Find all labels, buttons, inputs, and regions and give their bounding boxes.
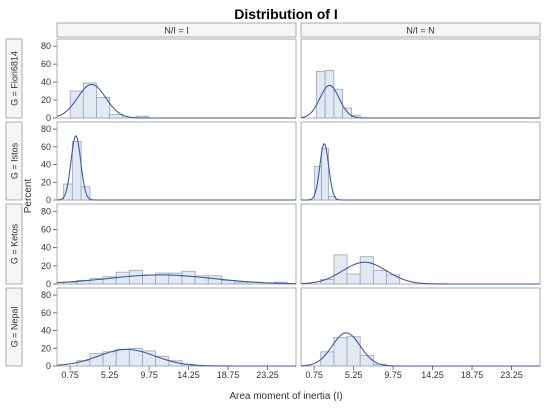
y-tick-label: 0 (46, 113, 51, 123)
panels-layer: N/I = I N/I = N G = Fiori6814 G = Istos G = … (5, 22, 541, 380)
y-tick-label: 20 (41, 177, 51, 187)
y-tick-label: 60 (41, 224, 51, 234)
row-strip-label: G = Nepal (10, 307, 20, 348)
histogram-bar (359, 256, 374, 285)
y-tick-label: 60 (41, 142, 51, 152)
x-tick-label: 9.75 (384, 370, 402, 380)
histogram-bar (321, 148, 330, 201)
panel-frame (56, 287, 297, 367)
panel (300, 121, 541, 201)
row-strip (5, 38, 23, 119)
y-tick-label: 80 (41, 41, 51, 51)
x-tick-label: 9.75 (140, 370, 158, 380)
histogram-bar (142, 350, 157, 367)
column-strip-label: N/I = N (406, 26, 434, 36)
density-curve (301, 143, 540, 201)
histogram-bar (342, 107, 352, 119)
histogram-bar (333, 337, 348, 367)
histogram-bar (115, 348, 130, 367)
histogram-bar (109, 114, 124, 119)
y-tick-label: 60 (41, 308, 51, 318)
density-curve (56, 134, 296, 201)
density-curve (300, 261, 540, 285)
histogram-bar (115, 271, 130, 285)
histogram-bar (181, 270, 196, 285)
panel (300, 287, 541, 367)
y-tick-label: 20 (41, 343, 51, 353)
panel-frame (300, 121, 541, 201)
panel (56, 38, 297, 119)
y-tick-label: 0 (46, 279, 51, 289)
column-strip-label: N/I = I (164, 26, 188, 36)
x-tick-label: 14.25 (177, 370, 200, 380)
x-tick-label: 5.25 (345, 370, 363, 380)
histogram-bar (346, 336, 361, 367)
histogram-bar (333, 254, 348, 285)
density-curve (300, 84, 540, 119)
y-tick-label: 0 (46, 195, 51, 205)
histogram-bar (386, 274, 401, 285)
histogram-bar (372, 269, 387, 285)
row-strip (5, 203, 23, 285)
x-tick-label: 0.75 (305, 370, 323, 380)
x-tick-label: 18.75 (461, 370, 484, 380)
x-tick-label: 23.25 (256, 370, 279, 380)
x-tick-label: 5.25 (101, 370, 119, 380)
row-strip (5, 287, 23, 367)
y-tick-label: 80 (41, 124, 51, 134)
x-tick-label: 14.25 (421, 370, 444, 380)
y-tick-label: 40 (41, 160, 51, 170)
x-tick-label: 23.25 (500, 370, 523, 380)
panel (300, 203, 541, 285)
histogram-bar (346, 273, 361, 285)
y-tick-label: 40 (41, 243, 51, 253)
histogram-bar (333, 88, 344, 119)
column-strip (56, 22, 297, 38)
histogram-bar (314, 165, 323, 201)
histogram-bar (324, 70, 335, 119)
y-tick-label: 60 (41, 59, 51, 69)
histogram-bar (96, 96, 111, 119)
panel (56, 287, 297, 367)
panel (300, 38, 541, 119)
panel-frame (56, 121, 297, 201)
y-axis-label: Percent (23, 179, 34, 214)
histogram-bar (320, 351, 335, 367)
histogram-bar (207, 275, 222, 285)
panel (56, 121, 297, 201)
y-tick-label: 80 (41, 206, 51, 216)
row-strip-label: G = Fiori6814 (10, 51, 20, 106)
density-curve (56, 348, 296, 367)
x-tick-label: 18.75 (217, 370, 240, 380)
y-tick-label: 0 (46, 361, 51, 371)
y-tick-label: 80 (41, 290, 51, 300)
row-strip (5, 121, 23, 201)
y-tick-label: 20 (41, 261, 51, 271)
y-tick-label: 40 (41, 326, 51, 336)
density-curve (56, 274, 297, 285)
x-axis-label: Area moment of inertia (I) (229, 391, 342, 402)
row-strip-label: G = Ketos (10, 223, 20, 264)
histogram-bar (71, 141, 82, 201)
histogram-bar (234, 281, 249, 285)
y-tick-label: 40 (41, 77, 51, 87)
histogram-bar (142, 274, 157, 285)
density-curve (56, 83, 296, 119)
chart-title: Distribution of I (234, 6, 337, 22)
panel (56, 203, 297, 285)
histogram-bar (315, 70, 326, 119)
y-tick-label: 20 (41, 95, 51, 105)
histogram-bar (80, 186, 91, 201)
x-tick-label: 0.75 (61, 370, 79, 380)
histogram-bar (359, 354, 374, 367)
histogram-bar (63, 183, 73, 201)
panel-frame (56, 203, 297, 285)
histogram-bar (155, 355, 170, 367)
histogram-bar (128, 269, 143, 285)
row-strip-label: G = Istos (10, 142, 20, 179)
column-strip (300, 22, 541, 38)
density-curve (300, 332, 540, 367)
